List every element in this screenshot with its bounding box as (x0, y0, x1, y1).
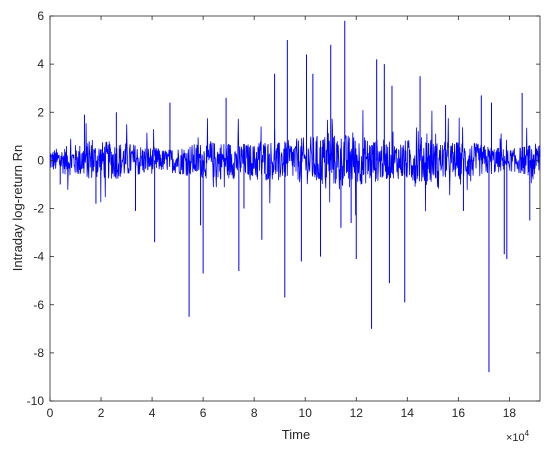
y-tick-label: -10 (27, 394, 45, 408)
x-tick-label: 14 (401, 406, 415, 420)
y-tick-label: -8 (33, 346, 44, 360)
y-tick-label: -6 (33, 298, 44, 312)
y-tick-label: -2 (33, 202, 44, 216)
y-tick-label: 4 (37, 57, 44, 71)
x-tick-label: 2 (98, 406, 105, 420)
y-axis-label: Intraday log-return Rn (10, 145, 25, 271)
x-axis-multiplier-exponent: 4 (525, 429, 530, 438)
series-line (49, 110, 541, 216)
x-axis-multiplier: ×104 (506, 429, 530, 444)
x-axis: 0 2 4 6 8 10 12 14 16 18 (47, 16, 517, 420)
y-tick-label: -4 (33, 250, 44, 264)
x-tick-label: 4 (149, 406, 156, 420)
x-tick-label: 10 (299, 406, 313, 420)
x-tick-label: 6 (200, 406, 207, 420)
x-tick-label: 18 (503, 406, 517, 420)
x-axis-multiplier-base: ×10 (506, 432, 525, 444)
axes-frame (49, 15, 541, 402)
y-tick-label: 2 (37, 105, 44, 119)
x-tick-label: 8 (251, 406, 258, 420)
plot-area (49, 15, 541, 402)
y-tick-label: 0 (37, 153, 44, 167)
x-tick-label: 16 (452, 406, 466, 420)
y-tick-label: 6 (37, 9, 44, 23)
x-tick-label: 0 (47, 406, 54, 420)
x-tick-label: 12 (350, 406, 364, 420)
x-axis-label: Time (282, 427, 310, 442)
y-axis: 6 4 2 0 -2 -4 -6 -8 -10 (27, 9, 540, 408)
